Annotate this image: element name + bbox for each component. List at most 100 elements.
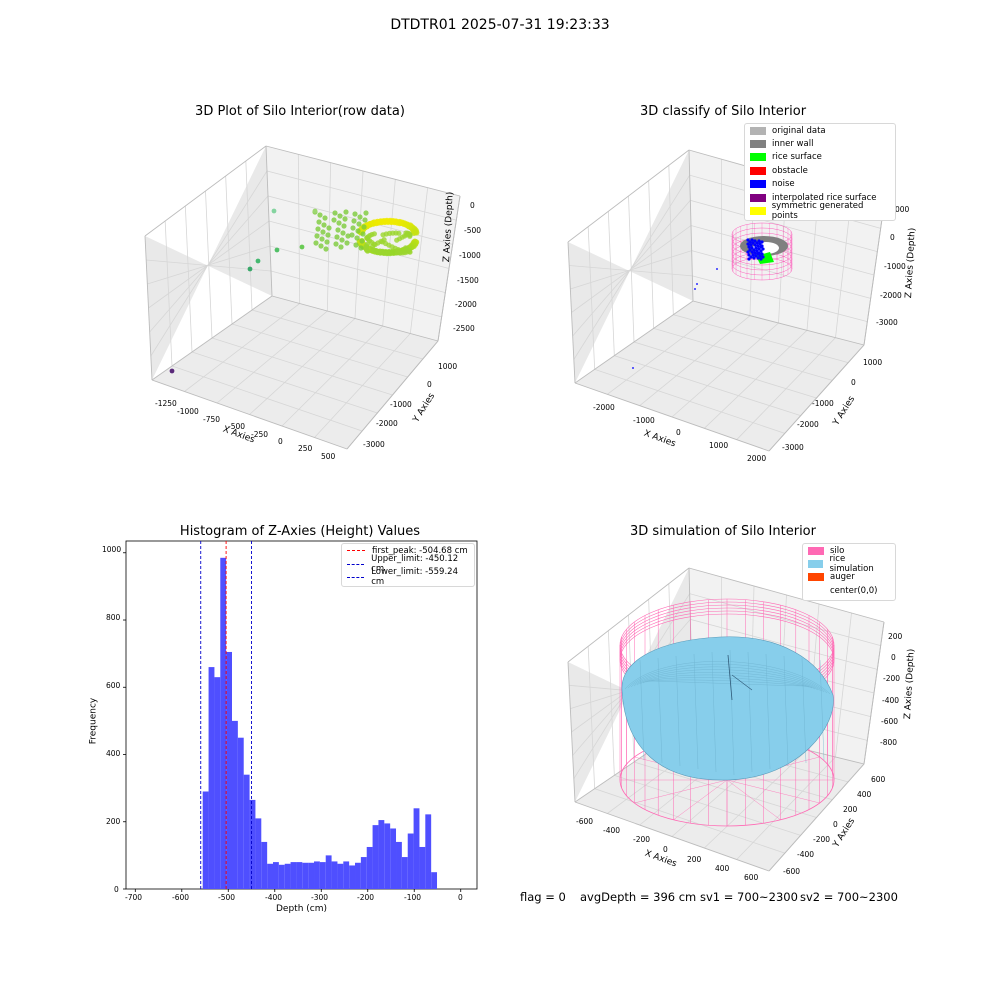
silo-spoke [673,779,728,820]
mesh-line [657,657,663,764]
noise-point [757,239,761,243]
p3-xtick: -400 [265,893,283,902]
histogram-bar [407,833,414,889]
legend-item: center(0,0) [803,584,895,597]
p4-ytick: 0 [833,820,838,829]
histogram-bar [390,828,397,889]
mesh-line [624,661,831,695]
p4-ztick: 200 [888,632,903,641]
panel4-title: 3D simulation of Silo Interior [630,524,816,539]
data-point [333,241,339,247]
auger [731,674,753,691]
noise-point [751,253,755,257]
noise-point [746,242,750,246]
legend-item: inner wall [745,137,895,150]
histogram-bar [384,823,391,889]
data-point [360,231,366,237]
noise-point [694,288,696,290]
histogram-bar [401,857,408,889]
noise-point [760,240,764,244]
data-point [363,210,369,216]
histogram-bar [226,651,232,889]
p4-ytick: 200 [843,805,858,814]
p4-ytick: -400 [797,850,815,859]
axis-edge [692,300,865,346]
p4-ztick: -600 [881,717,899,726]
data-point [299,244,305,250]
p4-ztick: 0 [891,653,896,662]
p3-xlabel: Depth (cm) [276,904,328,914]
panel1-title: 3D Plot of Silo Interior(row data) [195,104,405,119]
p2-ztick: -2000 [880,291,902,300]
left-pane [568,150,693,383]
p2-xtick: -2000 [593,403,615,412]
footer-sv2: sv2 = 700~2300 [800,890,898,904]
noise-point [756,244,760,248]
data-point [407,249,413,255]
histogram-bar [343,861,350,889]
p1-ytick: 0 [427,380,432,389]
data-point [353,242,359,248]
data-point [380,232,386,238]
data-point [169,368,175,374]
noise-point [748,248,752,252]
p3-xtick: -500 [218,893,236,902]
histogram-bar [249,799,256,889]
noise-point [750,246,754,250]
histogram-bar [319,862,326,889]
mesh-line [642,677,813,689]
data-point [350,225,356,231]
data-point [318,243,324,249]
axis-edge [567,149,690,243]
mesh-line [639,659,645,761]
mesh-line [627,663,828,694]
p1-ztick: 0 [470,201,475,210]
data-point [342,216,348,222]
axis-edge [151,379,348,450]
mesh-line [630,666,825,693]
p4-xtick: -400 [603,826,621,835]
histogram-bar [290,862,297,889]
p1-ztick: -1000 [459,251,481,260]
legend-item: auger [803,571,895,584]
legend-swatch [750,193,766,202]
p1-axes-box [144,145,461,450]
p3-ytick: 800 [106,613,121,622]
histogram-bar [243,774,250,889]
legend-item: symmetric generated points [745,201,895,221]
axis-edge [768,344,865,452]
p3-xtick: -700 [125,893,143,902]
data-point [319,236,325,242]
p3-ytick: 1000 [102,545,122,554]
p2-legend: original data inner wall rice surface ob… [744,123,896,221]
p4-ztick: -800 [880,738,898,747]
histogram-bar [278,864,285,889]
data-point [349,232,355,238]
histogram-bar [214,677,221,889]
p4-xtick: -600 [576,817,594,826]
data-point [381,237,387,243]
p1-ytick: -1000 [390,400,412,409]
noise-point [759,249,763,253]
mesh-line [747,651,753,773]
histogram-bar [378,820,385,889]
data-point [395,247,401,253]
data-point [334,234,340,240]
legend-swatch [750,207,766,216]
legend-swatch [750,166,766,175]
auger [727,654,733,701]
data-point [315,226,321,232]
legend-label: symmetric generated points [771,201,864,222]
axis-edge [151,295,273,381]
legend-swatch [750,140,766,149]
histogram-bar [366,846,373,889]
noise-point [761,247,765,251]
noise-point [753,251,757,255]
silo-spoke [634,779,728,804]
data-point [325,232,331,238]
p2-ytick: -2000 [797,420,819,429]
axis-edge [144,235,153,381]
p1-ztick: -2500 [453,324,475,333]
noise-point [757,251,761,255]
data-point [326,225,332,231]
